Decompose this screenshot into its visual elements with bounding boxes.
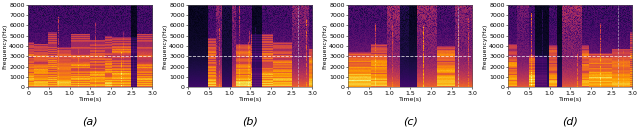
X-axis label: Time(s): Time(s)	[559, 97, 582, 102]
X-axis label: Time(s): Time(s)	[239, 97, 262, 102]
X-axis label: Time(s): Time(s)	[399, 97, 422, 102]
Y-axis label: Frequency(Hz): Frequency(Hz)	[163, 23, 168, 69]
Text: (a): (a)	[83, 116, 98, 126]
Text: (d): (d)	[563, 116, 578, 126]
Text: (b): (b)	[243, 116, 258, 126]
Text: (c): (c)	[403, 116, 418, 126]
Y-axis label: Frequency(Hz): Frequency(Hz)	[3, 23, 8, 69]
Y-axis label: Frequency(Hz): Frequency(Hz)	[323, 23, 328, 69]
Y-axis label: Frequency(Hz): Frequency(Hz)	[483, 23, 488, 69]
X-axis label: Time(s): Time(s)	[79, 97, 102, 102]
